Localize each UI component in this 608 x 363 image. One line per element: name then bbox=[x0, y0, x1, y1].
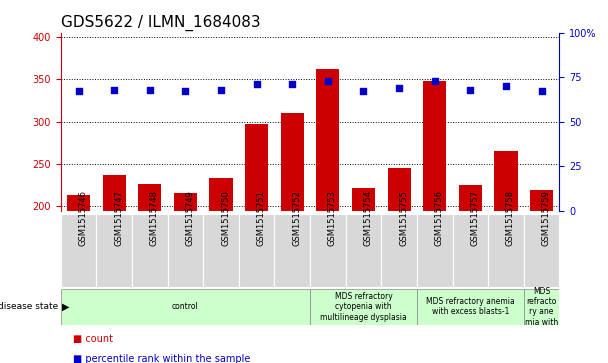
Bar bbox=[352, 188, 375, 211]
Text: MDS refractory anemia
with excess blasts-1: MDS refractory anemia with excess blasts… bbox=[426, 297, 515, 317]
Bar bbox=[168, 214, 203, 287]
Text: GSM1515747: GSM1515747 bbox=[114, 190, 123, 246]
Point bbox=[181, 89, 190, 94]
Text: GSM1515754: GSM1515754 bbox=[364, 190, 373, 246]
Bar bbox=[67, 195, 90, 211]
Point bbox=[430, 78, 440, 83]
Bar bbox=[132, 214, 168, 287]
Point bbox=[466, 87, 475, 93]
Text: GSM1515749: GSM1515749 bbox=[185, 190, 195, 246]
Text: MDS refractory
cytopenia with
multilineage dysplasia: MDS refractory cytopenia with multilinea… bbox=[320, 292, 407, 322]
Bar bbox=[523, 289, 559, 325]
Text: GSM1515750: GSM1515750 bbox=[221, 190, 230, 246]
Bar bbox=[239, 214, 274, 287]
Bar bbox=[381, 214, 417, 287]
Point bbox=[288, 81, 297, 87]
Point bbox=[216, 87, 226, 93]
Point bbox=[537, 89, 547, 94]
Bar bbox=[138, 184, 161, 211]
Bar bbox=[452, 214, 488, 287]
Text: GSM1515758: GSM1515758 bbox=[506, 190, 515, 246]
Bar bbox=[281, 113, 304, 211]
Bar bbox=[103, 175, 126, 211]
Point bbox=[252, 81, 261, 87]
Bar bbox=[459, 185, 482, 211]
Text: GSM1515753: GSM1515753 bbox=[328, 190, 337, 246]
Text: GSM1515757: GSM1515757 bbox=[471, 190, 479, 246]
Bar bbox=[203, 214, 239, 287]
Bar bbox=[488, 214, 523, 287]
Text: disease state: disease state bbox=[0, 302, 58, 311]
Bar bbox=[210, 178, 233, 211]
Bar bbox=[530, 190, 553, 211]
Point bbox=[394, 85, 404, 91]
Text: GSM1515756: GSM1515756 bbox=[435, 190, 444, 246]
Text: GSM1515755: GSM1515755 bbox=[399, 190, 408, 246]
Point bbox=[323, 78, 333, 83]
Bar bbox=[523, 214, 559, 287]
Point bbox=[74, 89, 83, 94]
Text: GDS5622 / ILMN_1684083: GDS5622 / ILMN_1684083 bbox=[61, 15, 260, 31]
Bar bbox=[245, 124, 268, 211]
Text: ■ count: ■ count bbox=[73, 334, 113, 344]
Point bbox=[501, 83, 511, 89]
Text: ▶: ▶ bbox=[62, 302, 69, 312]
Bar bbox=[417, 289, 523, 325]
Text: GSM1515748: GSM1515748 bbox=[150, 190, 159, 246]
Point bbox=[109, 87, 119, 93]
Bar bbox=[417, 214, 452, 287]
Bar bbox=[61, 289, 310, 325]
Bar bbox=[346, 214, 381, 287]
Text: GSM1515759: GSM1515759 bbox=[542, 190, 551, 246]
Point bbox=[145, 87, 154, 93]
Bar bbox=[316, 69, 339, 211]
Bar bbox=[274, 214, 310, 287]
Text: GSM1515752: GSM1515752 bbox=[292, 190, 302, 246]
Text: GSM1515746: GSM1515746 bbox=[78, 190, 88, 246]
Bar bbox=[174, 193, 197, 211]
Bar bbox=[310, 289, 417, 325]
Bar bbox=[61, 214, 97, 287]
Text: ■ percentile rank within the sample: ■ percentile rank within the sample bbox=[73, 354, 250, 363]
Bar bbox=[423, 81, 446, 211]
Text: MDS
refracto
ry ane
mia with: MDS refracto ry ane mia with bbox=[525, 287, 558, 327]
Bar bbox=[97, 214, 132, 287]
Bar bbox=[310, 214, 346, 287]
Text: GSM1515751: GSM1515751 bbox=[257, 190, 266, 246]
Bar bbox=[387, 168, 410, 211]
Bar bbox=[494, 151, 517, 211]
Text: control: control bbox=[172, 302, 199, 311]
Point bbox=[359, 89, 368, 94]
